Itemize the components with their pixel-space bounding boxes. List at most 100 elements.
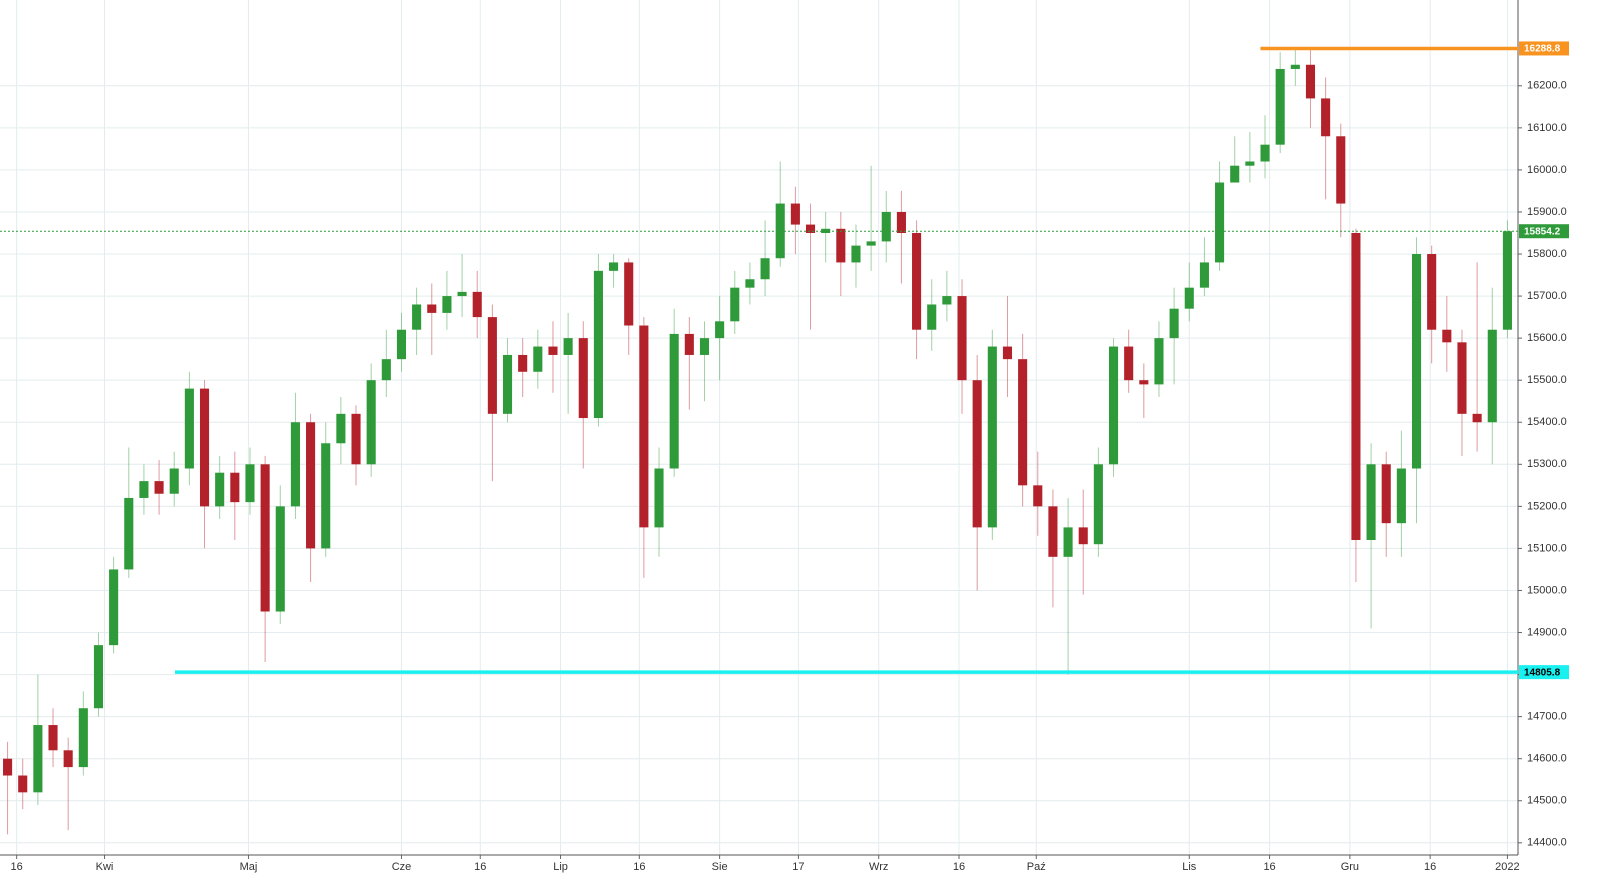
candle-body [1048,506,1058,557]
candle-body [563,338,573,355]
candle-body [730,287,740,322]
price-box [1519,665,1569,680]
candle-body [866,241,876,246]
y-tick-label: 16000.0 [1527,164,1567,176]
candle-body [1411,254,1422,469]
y-tick-label: 15400.0 [1527,416,1567,428]
y-tick-label: 14900.0 [1527,626,1567,638]
candle-body [1366,464,1376,540]
candle-body [48,725,58,751]
candle-body [1396,468,1406,524]
x-tick-label: Cze [392,861,412,873]
candle-body [836,228,846,263]
candle-body [502,354,513,414]
candle-body [760,258,770,280]
candle-body [1154,338,1164,385]
candle-body [912,232,922,330]
candle-body [63,750,73,768]
candle-body [1184,287,1194,309]
candle-body [1033,485,1043,507]
candle-body [124,497,134,570]
candle-body [139,481,149,498]
x-tick-label: 16 [953,861,965,873]
x-tick-label: 16 [474,861,486,873]
candle-body [957,296,967,381]
candle-body [1063,527,1073,557]
y-tick-label: 15000.0 [1527,584,1567,596]
candle-body [1351,232,1361,540]
y-tick-label: 14700.0 [1527,711,1567,723]
candle-body [669,333,679,469]
candle-body [805,224,816,233]
x-tick-label: Maj [240,861,258,873]
candle-body [1245,161,1255,166]
x-tick-label: 16 [1263,861,1275,873]
candle-body [1093,464,1103,545]
price-box-label: 15854.2 [1524,226,1561,237]
y-tick-label: 15300.0 [1527,458,1567,470]
candle-body [427,304,437,313]
candle-body [275,506,285,612]
x-tick-label: Wrz [869,861,888,873]
candle-body [169,468,179,494]
candle-body [154,481,164,494]
candle-body [851,245,861,263]
candle-body [1381,464,1391,524]
y-tick-label: 14500.0 [1527,795,1567,807]
candle-body [942,296,952,305]
candle-body [1002,346,1013,360]
y-tick-label: 15100.0 [1527,542,1567,554]
candle-body [215,472,225,507]
candle-body [1290,64,1300,69]
candle-body [230,472,240,503]
candle-body [336,413,346,444]
candle-body [1275,68,1285,145]
candle-body [93,645,104,709]
candle-body [1169,308,1179,339]
x-tick-label: 16 [633,861,645,873]
candle-body [260,464,270,612]
candle-body [1124,346,1134,381]
y-tick-label: 16100.0 [1527,122,1567,134]
y-tick-label: 15900.0 [1527,206,1567,218]
candle-body [306,422,316,549]
candle-body [972,380,982,528]
candle-body [351,413,361,465]
candle-body [487,317,497,414]
y-tick-label: 15800.0 [1527,248,1567,260]
x-tick-label: Paź [1027,861,1046,873]
price-box [1519,41,1569,56]
candle-body [790,203,800,225]
candle-body [184,388,194,469]
y-tick-label: 15600.0 [1527,332,1567,344]
candle-body [1215,182,1225,263]
candle-body [1502,231,1512,330]
candle-body [412,304,422,330]
candle-body [1078,527,1088,545]
x-tick-label: Lis [1182,861,1197,873]
price-box-label: 16288.8 [1524,44,1561,55]
candle-body [654,468,664,528]
candle-body [896,211,906,233]
y-tick-label: 14400.0 [1527,837,1567,849]
x-tick-label: Lip [553,861,568,873]
y-tick-label: 15200.0 [1527,500,1567,512]
candle-body [396,329,407,360]
candle-body [578,338,588,419]
candle-body [290,422,300,507]
candle-body [457,291,467,297]
y-tick-label: 15500.0 [1527,374,1567,386]
candle-body [1199,262,1209,288]
candle-body [78,708,88,768]
candle-body [109,569,119,646]
x-tick-label: 16 [1424,861,1436,873]
x-tick-label: 17 [792,861,804,873]
x-tick-label: 16 [11,861,23,873]
candle-body [639,325,649,528]
candle-body [1427,254,1437,330]
candle-body [1230,165,1240,183]
x-tick-label: Sie [712,861,728,873]
candle-body [927,304,937,330]
candle-body [518,354,528,372]
